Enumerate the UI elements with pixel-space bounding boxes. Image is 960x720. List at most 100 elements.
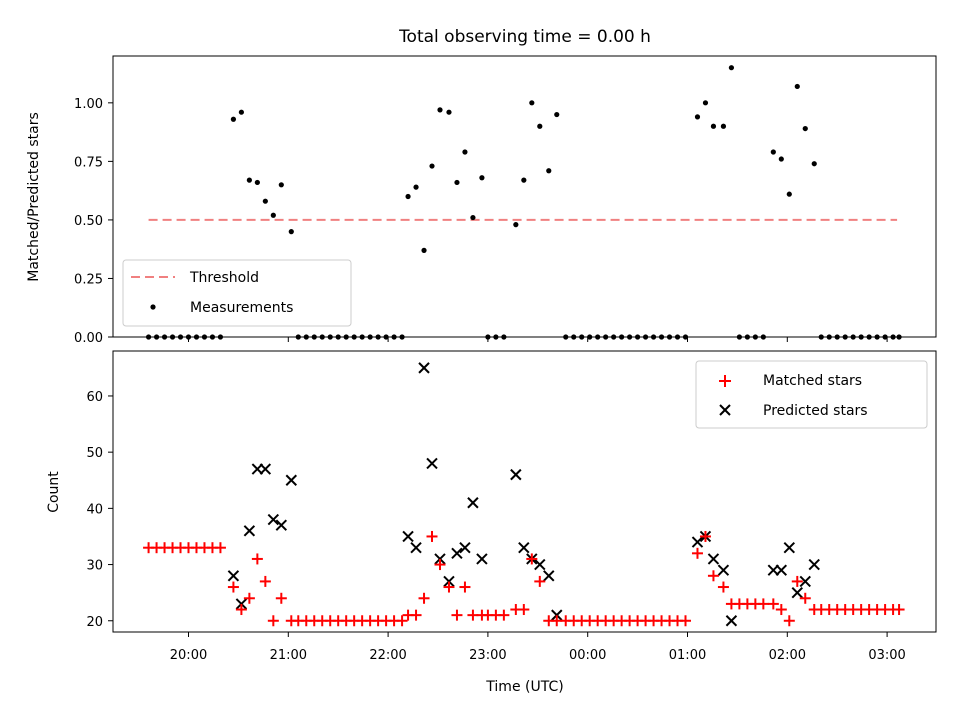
matched-star-point: [410, 609, 422, 621]
top-y-axis-label: Matched/Predicted stars: [26, 112, 42, 282]
bottom-y-tick-label: 30: [86, 559, 103, 574]
bottom-x-ticks: 20:00 21:00 22:00 23:00 00:00 01:00 02:00 03:00: [170, 632, 906, 663]
chart-title: Total observing time = 0.00 h: [398, 27, 651, 47]
predicted-star-point: [243, 525, 256, 537]
measurement-point: [579, 334, 585, 340]
measurement-point: [537, 123, 543, 129]
bottom-y-ticks: 20 30 40 50 60: [86, 390, 113, 630]
measurement-point: [521, 177, 527, 183]
predicted-star-point: [799, 575, 811, 588]
measurement-point: [462, 149, 468, 155]
measurement-point: [270, 212, 276, 218]
measurement-point: [760, 334, 766, 340]
legend-predicted-label: Predicted stars: [763, 403, 868, 419]
measurement-point: [351, 334, 357, 340]
x-tick-label: 21:00: [270, 648, 307, 663]
top-panel-frame: [112, 55, 937, 338]
measurement-point: [710, 123, 717, 129]
bottom-y-tick-label: 20: [86, 615, 103, 630]
measurement-point: [619, 334, 625, 340]
predicted-star-point: [476, 553, 488, 565]
measurement-point: [874, 334, 880, 340]
measurement-point: [595, 334, 601, 340]
matched-star-point: [275, 592, 287, 604]
measurement-point: [778, 156, 784, 162]
measurement-point: [770, 149, 776, 155]
bottom-y-tick-label: 60: [86, 390, 103, 405]
legend-matched-label: Matched stars: [763, 373, 862, 389]
measurement-point: [850, 334, 856, 340]
predicted-star-point: [791, 586, 803, 599]
measurement-point: [303, 334, 309, 340]
predicted-star-point: [443, 575, 455, 588]
measurement-point: [177, 334, 184, 340]
x-tick-label: 23:00: [469, 648, 506, 663]
predicted-star-point: [783, 541, 796, 554]
measurement-point: [470, 214, 476, 221]
measurement-point: [546, 168, 552, 174]
measurement-point: [842, 334, 848, 340]
predicted-star-point: [426, 457, 438, 470]
measurement-point: [367, 334, 373, 340]
measurement-point: [563, 334, 569, 340]
top-legend: Threshold Measurements: [122, 259, 352, 327]
predicted-star-point: [410, 541, 422, 554]
measurement-point: [288, 229, 294, 235]
measurement-point: [752, 334, 758, 340]
measurement-point: [254, 179, 260, 186]
measurement-point: [890, 334, 896, 340]
matched-star-point: [251, 553, 263, 565]
bottom-panel: 20 30 40 50 60 20:00 21:00 22:00 23:00 00:00 01:0…: [46, 350, 937, 695]
bottom-panel-frame: [112, 350, 937, 633]
matched-star-point: [699, 530, 711, 542]
measurement-point: [896, 334, 902, 340]
measurement-point: [728, 65, 735, 71]
matched-star-point: [418, 592, 430, 604]
top-y-tick-label: 0.00: [74, 331, 103, 346]
measurement-point: [383, 334, 389, 340]
measurement-point: [682, 334, 689, 340]
matched-star-point: [757, 598, 769, 610]
predicted-star-point: [467, 497, 479, 509]
predicted-star-point: [227, 570, 240, 582]
predicted-star-point: [691, 536, 704, 548]
measurement-point: [454, 179, 460, 186]
measurement-point: [375, 334, 381, 340]
measurement-point: [161, 334, 168, 340]
matched-star-point: [434, 559, 446, 571]
legend-measurements-swatch: [150, 304, 156, 310]
matched-star-point: [426, 530, 438, 542]
measurement-point: [611, 334, 617, 340]
measurement-point: [554, 111, 560, 118]
measurement-point: [429, 163, 435, 169]
matched-star-point: [775, 604, 787, 616]
measurement-point: [201, 334, 208, 340]
top-panel: 0.00 0.25 0.50 0.75 1.00 Matched/Predicted s…: [26, 55, 937, 346]
measurement-point: [627, 334, 633, 340]
measurement-point: [571, 334, 577, 340]
measurement-point: [413, 184, 419, 190]
matched-star-point: [259, 575, 271, 587]
x-axis-label: Time (UTC): [485, 679, 563, 695]
matched-star-point: [691, 547, 703, 559]
predicted-star-point: [510, 468, 522, 481]
measurement-point: [335, 334, 341, 340]
legend-measurements-label: Measurements: [190, 300, 293, 316]
measurement-point: [209, 334, 216, 340]
measurement-point: [145, 334, 152, 340]
predicted-star-point: [285, 474, 298, 486]
x-tick-label: 01:00: [669, 648, 706, 663]
measurement-point: [882, 334, 888, 340]
matched-star-point: [214, 542, 226, 554]
measurement-point: [359, 334, 365, 340]
matched-star-point: [498, 609, 510, 621]
measurement-point: [834, 334, 840, 340]
measurement-point: [702, 100, 709, 106]
measurement-point: [603, 334, 609, 340]
matched-star-point: [791, 575, 803, 587]
measurement-point: [479, 175, 485, 181]
predicted-star-point: [534, 558, 546, 571]
matched-star-point: [518, 604, 530, 616]
measurement-point: [230, 116, 237, 122]
